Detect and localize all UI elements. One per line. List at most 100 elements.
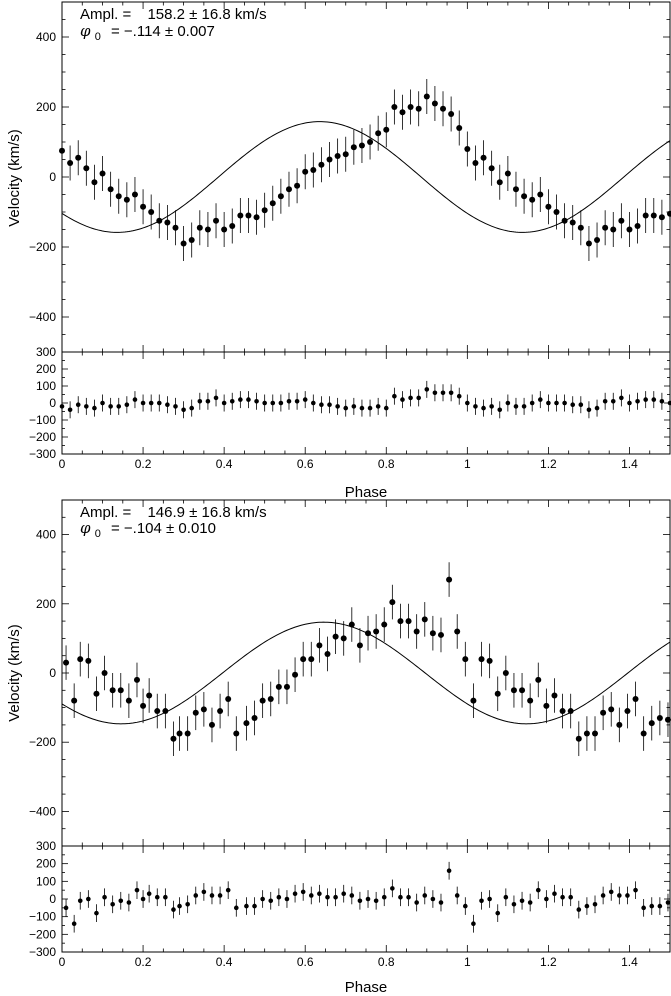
residual-point: [538, 397, 543, 402]
data-point: [527, 698, 533, 704]
residual-point: [181, 408, 186, 413]
residual-point: [303, 397, 308, 402]
residual-point: [473, 404, 478, 409]
residual-point: [506, 401, 511, 406]
residual-point: [222, 401, 227, 406]
velocity-panel: −400 −200 0 200 400: [29, 2, 671, 352]
data-point: [503, 670, 509, 676]
residual-tick-label: 300: [36, 345, 56, 359]
residual-point: [408, 396, 413, 401]
data-point: [270, 200, 276, 206]
data-point: [578, 225, 584, 231]
residual-point: [544, 897, 549, 902]
data-point: [543, 703, 549, 709]
residual-point: [341, 891, 346, 896]
velocity-frame: [62, 500, 670, 846]
data-point: [284, 684, 290, 690]
residual-point: [643, 397, 648, 402]
data-point: [576, 736, 582, 742]
residual-point: [585, 904, 590, 909]
residual-point: [343, 406, 348, 411]
residual-point: [406, 895, 411, 900]
data-point: [91, 179, 97, 185]
data-point: [551, 692, 557, 698]
x-tick-label: 1.2: [540, 457, 557, 471]
y-tick-label: 400: [36, 30, 56, 44]
residual-point: [185, 902, 190, 907]
y-tick-label: −200: [29, 735, 56, 749]
y-tick-label: 200: [36, 100, 56, 114]
residual-tick-label: −300: [29, 447, 56, 461]
residual-point: [84, 404, 89, 409]
y-tick-label: 400: [36, 528, 56, 542]
data-point: [616, 722, 622, 728]
residual-point: [234, 906, 239, 911]
data-point: [77, 656, 83, 662]
residual-point: [246, 397, 251, 402]
data-point: [397, 618, 403, 624]
residual-point: [72, 921, 77, 926]
data-point: [63, 660, 69, 666]
phase-offset-annotation: φ 0 = −.104 ± 0.010: [80, 519, 216, 541]
x-tick-label: 0.4: [216, 955, 233, 969]
residual-point: [319, 402, 324, 407]
residual-point: [277, 895, 282, 900]
data-point: [592, 731, 598, 737]
data-point: [513, 186, 519, 192]
data-point: [93, 691, 99, 697]
residual-point: [522, 404, 527, 409]
residual-point: [619, 396, 624, 401]
residual-point: [512, 902, 517, 907]
residual-point: [528, 900, 533, 905]
residual-tick-label: −200: [29, 430, 56, 444]
residual-point: [390, 886, 395, 891]
residual-point: [198, 399, 203, 404]
residual-point: [530, 401, 535, 406]
residual-point: [414, 900, 419, 905]
data-point: [375, 130, 381, 136]
y-axis-title: Velocity (km/s): [6, 129, 23, 227]
residual-point: [635, 399, 640, 404]
phase-offset-value: = −.114 ± 0.007: [111, 23, 215, 40]
data-point: [324, 651, 330, 657]
model-curve: [62, 122, 670, 233]
residual-point: [202, 890, 207, 895]
residual-point: [463, 904, 468, 909]
data-point: [657, 715, 663, 721]
data-point: [185, 731, 191, 737]
residual-point: [173, 404, 178, 409]
data-point: [497, 179, 503, 185]
data-point: [177, 731, 183, 737]
residual-point: [149, 401, 154, 406]
data-point: [308, 656, 314, 662]
residual-tick-label: −100: [29, 910, 56, 924]
data-point: [600, 710, 606, 716]
data-point: [635, 223, 641, 229]
data-point: [432, 101, 438, 107]
data-point: [229, 223, 235, 229]
data-point: [209, 722, 215, 728]
data-point: [245, 213, 251, 219]
residual-point: [660, 399, 665, 404]
residual-point: [416, 396, 421, 401]
residual-point: [658, 904, 663, 909]
residual-point: [481, 406, 486, 411]
data-point: [554, 209, 560, 215]
data-point: [201, 706, 207, 712]
data-point: [75, 155, 81, 161]
x-tick-label: 0.2: [135, 955, 152, 969]
model-curve: [62, 622, 670, 724]
data-point: [651, 213, 657, 219]
x-tick-label: 0.8: [378, 457, 395, 471]
amplitude-value: 158.2 ± 16.8 km/s: [147, 6, 266, 23]
data-point: [562, 218, 568, 224]
data-point: [568, 708, 574, 714]
residual-point: [570, 402, 575, 407]
data-point: [146, 692, 152, 698]
data-point: [59, 148, 65, 154]
data-point: [110, 687, 116, 693]
residual-point: [374, 898, 379, 903]
data-point: [100, 171, 106, 177]
